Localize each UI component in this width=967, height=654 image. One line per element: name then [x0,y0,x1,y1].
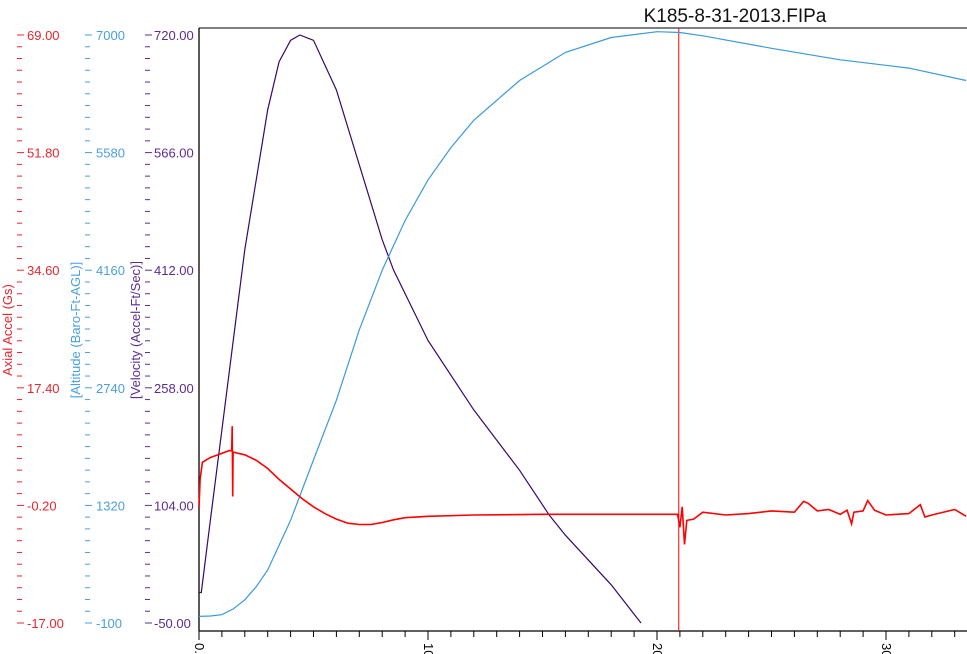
y-tick-label-acc: -0.20 [27,498,57,513]
x-tick-label: 0. [192,643,207,654]
y-tick-label-vel: -50.00 [154,616,191,631]
series-line-alt [198,31,967,617]
x-tick-label: 20 [650,643,665,654]
x-tick-label: 10 [421,643,436,654]
y-tick-label-acc: 34.60 [27,263,60,278]
y-tick-label-vel: 566.00 [154,146,194,161]
y-tick-label-alt: 5580 [96,146,125,161]
y-tick-label-alt: 4160 [96,263,125,278]
series-line-vel [199,34,642,624]
y-axis-title-alt: [Altitude (Baro-Ft-AGL)] [68,262,83,399]
y-tick-label-vel: 258.00 [154,381,194,396]
y-tick-label-vel: 412.00 [154,263,194,278]
x-tick-label: 30 [879,643,894,654]
chart-title: K185-8-31-2013.FIPa [644,6,827,27]
y-tick-label-acc: 51.80 [27,146,60,161]
series-line-acc [198,426,967,545]
y-tick-label-acc: -17.00 [27,616,64,631]
y-tick-label-vel: 104.00 [154,498,194,513]
y-axis-title-acc: Axial Accel (Gs) [0,284,15,376]
y-tick-label-alt: 2740 [96,381,125,396]
y-tick-label-alt: 1320 [96,498,125,513]
y-tick-label-acc: 69.00 [27,28,60,43]
y-tick-label-alt: -100 [96,616,122,631]
y-tick-label-acc: 17.40 [27,381,60,396]
y-tick-label-vel: 720.00 [154,28,194,43]
y-tick-label-alt: 7000 [96,28,125,43]
y-axis-title-vel: [Velocity (Accel-Ft/Sec)] [128,261,143,399]
